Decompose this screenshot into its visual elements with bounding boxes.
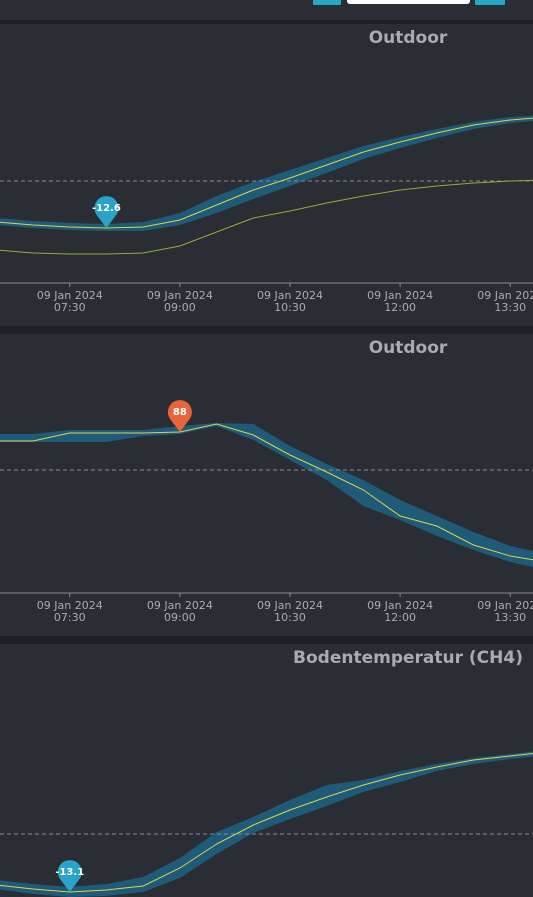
x-tick-date: 09 Jan 2024	[477, 599, 533, 612]
series-line	[0, 117, 533, 229]
x-tick-date: 09 Jan 2024	[477, 289, 533, 302]
x-tick-label: 10:30	[274, 611, 306, 624]
x-tick-date: 09 Jan 2024	[37, 599, 103, 612]
separator	[0, 326, 533, 334]
range-band	[0, 751, 533, 897]
separator	[0, 636, 533, 644]
series-line	[0, 753, 533, 893]
date-input[interactable]	[347, 0, 470, 4]
series-line	[0, 423, 533, 561]
x-tick-label: 12:00	[384, 301, 416, 314]
x-tick-label: 13:30	[494, 301, 526, 314]
x-tick-date: 09 Jan 2024	[257, 289, 323, 302]
marker-pin	[57, 860, 82, 892]
x-tick-label: 09:00	[164, 611, 196, 624]
marker-label: -13.1	[55, 867, 84, 878]
top-bar	[0, 0, 533, 20]
x-tick-label: 09:00	[164, 301, 196, 314]
x-tick-label: 07:30	[54, 301, 86, 314]
x-tick-date: 09 Jan 2024	[37, 289, 103, 302]
separator	[0, 20, 533, 24]
nav-button[interactable]	[313, 0, 341, 5]
x-tick-label: 07:30	[54, 611, 86, 624]
x-tick-date: 09 Jan 2024	[367, 289, 433, 302]
x-tick-label: 10:30	[274, 301, 306, 314]
nav-button[interactable]	[475, 0, 505, 5]
range-band	[0, 115, 533, 231]
x-tick-label: 13:30	[494, 611, 526, 624]
chart-title: Bodentemperatur (CH4)	[293, 648, 523, 668]
chart-title: Outdoor	[369, 338, 448, 358]
x-tick-date: 09 Jan 2024	[257, 599, 323, 612]
x-tick-date: 09 Jan 2024	[147, 599, 213, 612]
chart-title: Outdoor	[369, 28, 448, 48]
marker-label: -12.6	[92, 203, 121, 214]
marker-pin	[167, 400, 192, 432]
range-band	[0, 423, 533, 567]
series-line	[0, 179, 533, 255]
x-tick-date: 09 Jan 2024	[147, 289, 213, 302]
x-tick-date: 09 Jan 2024	[367, 599, 433, 612]
marker-pin	[94, 196, 119, 228]
x-tick-label: 12:00	[384, 611, 416, 624]
marker-label: 88	[173, 407, 187, 418]
